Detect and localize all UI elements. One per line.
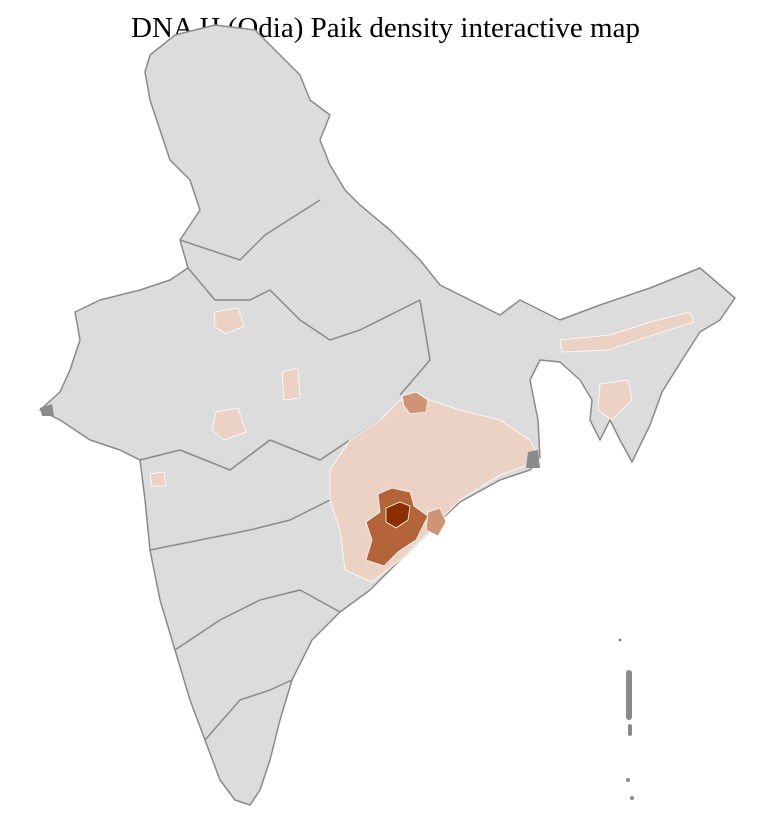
region-ganjam-area[interactable] [425, 507, 447, 537]
region-assam-south[interactable] [597, 379, 633, 421]
district-shading[interactable] [149, 307, 695, 583]
region-rajasthan-east-patch[interactable] [213, 307, 245, 335]
region-mp-north-patch[interactable] [281, 367, 301, 401]
region-nabarangpur-core[interactable] [385, 501, 411, 529]
gujarat-kutch-coast [40, 404, 54, 416]
region-jharkhand-north[interactable] [401, 391, 429, 415]
region-mp-west-patch[interactable] [211, 407, 247, 441]
region-gujarat-coast-patch[interactable] [149, 471, 167, 487]
andaman-islands [618, 638, 634, 800]
state-borders [139, 199, 431, 741]
sundarbans-coast [526, 450, 540, 468]
region-assam-valley[interactable] [559, 311, 695, 353]
